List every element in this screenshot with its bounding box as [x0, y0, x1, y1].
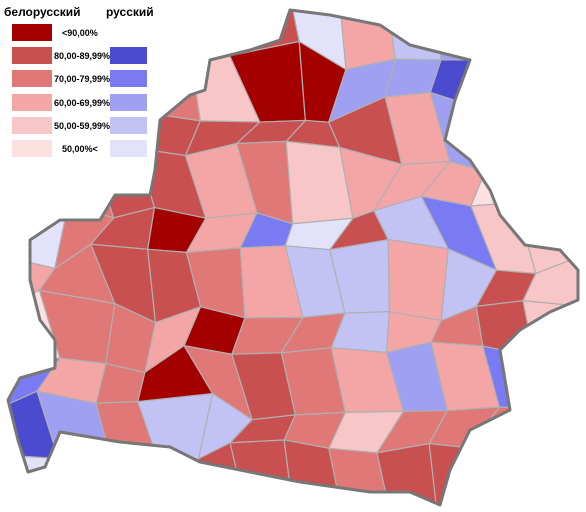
district — [90, 147, 156, 219]
district — [517, 404, 578, 456]
district — [147, 457, 200, 505]
swatch — [110, 117, 147, 134]
legend-label: 60,00-69,99% — [54, 98, 110, 108]
swatch — [12, 70, 52, 87]
legend-label: 50,00-59,99% — [54, 121, 110, 131]
district — [189, 10, 246, 57]
swatch — [110, 47, 147, 64]
legend-title: белорусский — [4, 5, 81, 19]
swatch — [12, 47, 52, 64]
legend-label: 50,00%< — [62, 144, 98, 154]
country-border — [6, 8, 580, 507]
district — [531, 10, 578, 76]
legend-label: 80,00-89,99% — [54, 51, 110, 61]
swatch — [12, 117, 52, 134]
swatch — [12, 94, 52, 111]
district — [147, 48, 202, 122]
district — [527, 105, 578, 174]
district — [529, 454, 578, 505]
district — [514, 156, 578, 208]
district — [522, 300, 578, 358]
legend-label: <90,00% — [62, 28, 98, 38]
district — [522, 255, 578, 307]
swatch — [12, 24, 52, 41]
legend-label: 70,00-79,99% — [54, 74, 110, 84]
district — [376, 442, 437, 505]
district — [8, 454, 60, 505]
district — [473, 59, 537, 108]
district — [483, 10, 537, 76]
district — [473, 105, 550, 174]
district — [38, 289, 116, 365]
district — [147, 10, 198, 51]
district — [52, 457, 114, 505]
district — [428, 442, 485, 505]
district — [517, 355, 578, 409]
district — [229, 439, 294, 505]
swatch — [12, 140, 52, 157]
district — [467, 447, 533, 505]
district — [527, 56, 578, 109]
district — [100, 466, 163, 505]
swatch — [110, 70, 147, 87]
legend: белорусский русский <90,00% 80,00-89,99%… — [4, 5, 154, 157]
swatch — [110, 140, 147, 157]
swatch — [110, 94, 147, 111]
legend-title: русский — [106, 5, 154, 19]
district — [387, 238, 449, 322]
district — [46, 144, 115, 219]
